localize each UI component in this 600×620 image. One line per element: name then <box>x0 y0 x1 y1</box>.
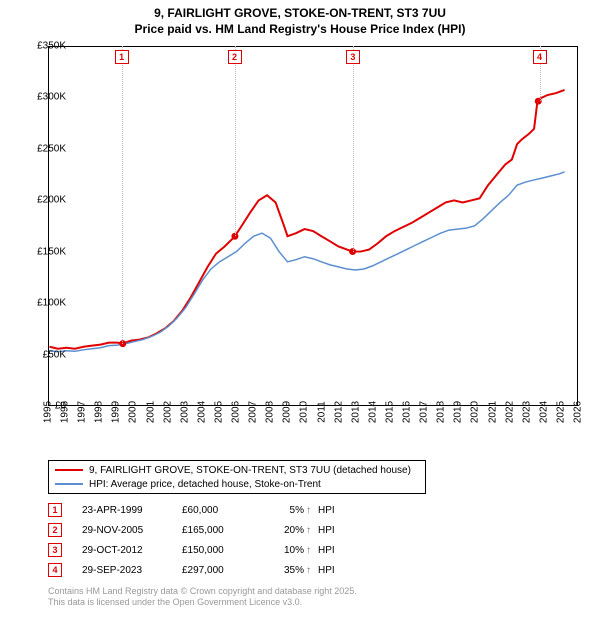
chart-plot-area <box>48 46 578 406</box>
sale-hpi-tag: HPI <box>318 565 358 576</box>
x-tick-label: 2018 <box>436 401 447 423</box>
sale-marker-box: 4 <box>533 50 547 64</box>
sale-date: 29-SEP-2023 <box>62 565 182 576</box>
legend-item: HPI: Average price, detached house, Stok… <box>55 477 419 491</box>
x-tick-label: 2002 <box>162 401 173 423</box>
sale-price: £165,000 <box>182 525 262 536</box>
legend-swatch <box>55 483 83 485</box>
sale-hpi-tag: HPI <box>318 545 358 556</box>
x-tick-label: 2020 <box>470 401 481 423</box>
up-arrow-icon: ↑ <box>306 545 318 556</box>
sale-date: 29-NOV-2005 <box>62 525 182 536</box>
x-tick-label: 2000 <box>128 401 139 423</box>
x-tick-label: 2015 <box>384 401 395 423</box>
x-tick-label: 2023 <box>521 401 532 423</box>
x-tick-label: 2017 <box>419 401 430 423</box>
x-tick-label: 2011 <box>316 401 327 423</box>
chart-svg <box>49 47 577 405</box>
x-tick-label: 1997 <box>77 401 88 423</box>
sale-price: £60,000 <box>182 505 262 516</box>
y-tick-label: £100K <box>37 298 66 309</box>
x-tick-label: 2001 <box>145 401 156 423</box>
sale-pct: 5% <box>262 505 306 516</box>
up-arrow-icon: ↑ <box>306 505 318 516</box>
x-tick-label: 2024 <box>538 401 549 423</box>
y-tick-label: £200K <box>37 195 66 206</box>
x-tick-label: 2014 <box>367 401 378 423</box>
series-price_paid <box>49 90 564 349</box>
x-tick-label: 2003 <box>179 401 190 423</box>
x-tick-label: 2013 <box>350 401 361 423</box>
up-arrow-icon: ↑ <box>306 565 318 576</box>
x-tick-label: 2005 <box>213 401 224 423</box>
x-tick-label: 2012 <box>333 401 344 423</box>
x-tick-label: 1998 <box>94 401 105 423</box>
x-tick-label: 2004 <box>196 401 207 423</box>
sale-row: 123-APR-1999£60,0005%↑HPI <box>48 500 358 520</box>
sale-dot-1 <box>119 340 126 347</box>
x-tick-label: 2010 <box>299 401 310 423</box>
legend-label: HPI: Average price, detached house, Stok… <box>89 479 321 490</box>
chart-container: 9, FAIRLIGHT GROVE, STOKE-ON-TRENT, ST3 … <box>0 0 600 620</box>
sale-marker-box: 2 <box>228 50 242 64</box>
x-tick-label: 2007 <box>248 401 259 423</box>
sales-table: 123-APR-1999£60,0005%↑HPI229-NOV-2005£16… <box>48 500 358 580</box>
sale-marker-box: 1 <box>115 50 129 64</box>
sale-pct: 20% <box>262 525 306 536</box>
sale-marker-guide <box>122 46 123 344</box>
x-tick-label: 1996 <box>60 401 71 423</box>
x-tick-label: 2009 <box>282 401 293 423</box>
y-tick-label: £250K <box>37 143 66 154</box>
sale-row-marker: 1 <box>48 503 62 517</box>
sale-pct: 10% <box>262 545 306 556</box>
sale-row-marker: 3 <box>48 543 62 557</box>
x-tick-label: 2019 <box>453 401 464 423</box>
x-tick-label: 2026 <box>573 401 584 423</box>
sale-marker-guide <box>235 46 236 236</box>
y-tick-label: £350K <box>37 41 66 52</box>
sale-marker-box: 3 <box>346 50 360 64</box>
x-tick-label: 1999 <box>111 401 122 423</box>
footer-attribution: Contains HM Land Registry data © Crown c… <box>48 586 357 609</box>
sale-pct: 35% <box>262 565 306 576</box>
x-tick-label: 2025 <box>555 401 566 423</box>
sale-row: 229-NOV-2005£165,00020%↑HPI <box>48 520 358 540</box>
legend-swatch <box>55 469 83 471</box>
title-line-1: 9, FAIRLIGHT GROVE, STOKE-ON-TRENT, ST3 … <box>0 6 600 22</box>
footer-line-2: This data is licensed under the Open Gov… <box>48 597 357 608</box>
legend: 9, FAIRLIGHT GROVE, STOKE-ON-TRENT, ST3 … <box>48 460 426 494</box>
x-tick-label: 1995 <box>43 401 54 423</box>
sale-price: £297,000 <box>182 565 262 576</box>
series-hpi <box>49 172 564 352</box>
y-tick-label: £50K <box>43 349 66 360</box>
y-tick-label: £300K <box>37 92 66 103</box>
x-tick-label: 2008 <box>265 401 276 423</box>
sale-row: 329-OCT-2012£150,00010%↑HPI <box>48 540 358 560</box>
x-tick-label: 2016 <box>402 401 413 423</box>
y-tick-label: £150K <box>37 246 66 257</box>
x-tick-label: 2006 <box>231 401 242 423</box>
legend-label: 9, FAIRLIGHT GROVE, STOKE-ON-TRENT, ST3 … <box>89 465 411 476</box>
sale-price: £150,000 <box>182 545 262 556</box>
footer-line-1: Contains HM Land Registry data © Crown c… <box>48 586 357 597</box>
title-line-2: Price paid vs. HM Land Registry's House … <box>0 22 600 38</box>
sale-dot-4 <box>535 98 542 105</box>
sale-hpi-tag: HPI <box>318 525 358 536</box>
sale-date: 23-APR-1999 <box>62 505 182 516</box>
x-tick-label: 2021 <box>487 401 498 423</box>
sale-hpi-tag: HPI <box>318 505 358 516</box>
sale-row-marker: 2 <box>48 523 62 537</box>
sale-row-marker: 4 <box>48 563 62 577</box>
sale-row: 429-SEP-2023£297,00035%↑HPI <box>48 560 358 580</box>
legend-item: 9, FAIRLIGHT GROVE, STOKE-ON-TRENT, ST3 … <box>55 463 419 477</box>
x-tick-label: 2022 <box>504 401 515 423</box>
sale-marker-guide <box>353 46 354 252</box>
up-arrow-icon: ↑ <box>306 525 318 536</box>
sale-date: 29-OCT-2012 <box>62 545 182 556</box>
title-block: 9, FAIRLIGHT GROVE, STOKE-ON-TRENT, ST3 … <box>0 0 600 37</box>
